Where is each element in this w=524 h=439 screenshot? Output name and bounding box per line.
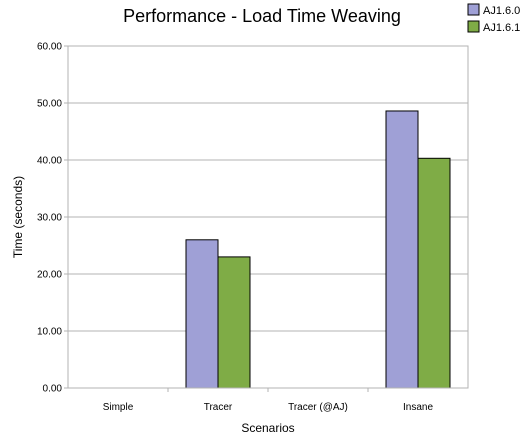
y-tick-label: 0.00 (43, 384, 63, 395)
x-axis-label: Scenarios (241, 421, 294, 435)
bar (417, 157, 451, 389)
x-tick-label: Tracer (204, 402, 233, 413)
y-tick-labels: 0.00 10.00 20.00 30.00 40.00 50.00 60.00 (37, 42, 62, 395)
bars (185, 110, 451, 389)
y-tick-label: 20.00 (37, 270, 62, 281)
y-tick-label: 50.00 (37, 99, 62, 110)
x-tick-label: Tracer (@AJ) (288, 402, 348, 413)
bar (185, 239, 219, 389)
x-tick-labels: Simple Tracer Tracer (@AJ) Insane (103, 388, 433, 413)
plot-area (67, 45, 469, 389)
x-tick-label: Simple (103, 402, 134, 413)
chart-title: Performance - Load Time Weaving (123, 6, 401, 26)
bar (217, 256, 251, 389)
y-tick-label: 60.00 (37, 42, 62, 53)
legend-label: AJ1.6.0 (483, 5, 520, 17)
y-tick-label: 40.00 (37, 156, 62, 167)
legend-label: AJ1.6.1 (483, 22, 520, 34)
legend-swatch (467, 3, 480, 16)
y-tick-label: 10.00 (37, 327, 62, 338)
y-tick-label: 30.00 (37, 213, 62, 224)
x-tick-label: Insane (403, 402, 433, 413)
legend-swatch (467, 20, 480, 33)
legend: AJ1.6.0 AJ1.6.1 (467, 3, 520, 34)
bar (385, 110, 419, 389)
y-axis-label: Time (seconds) (11, 176, 25, 258)
